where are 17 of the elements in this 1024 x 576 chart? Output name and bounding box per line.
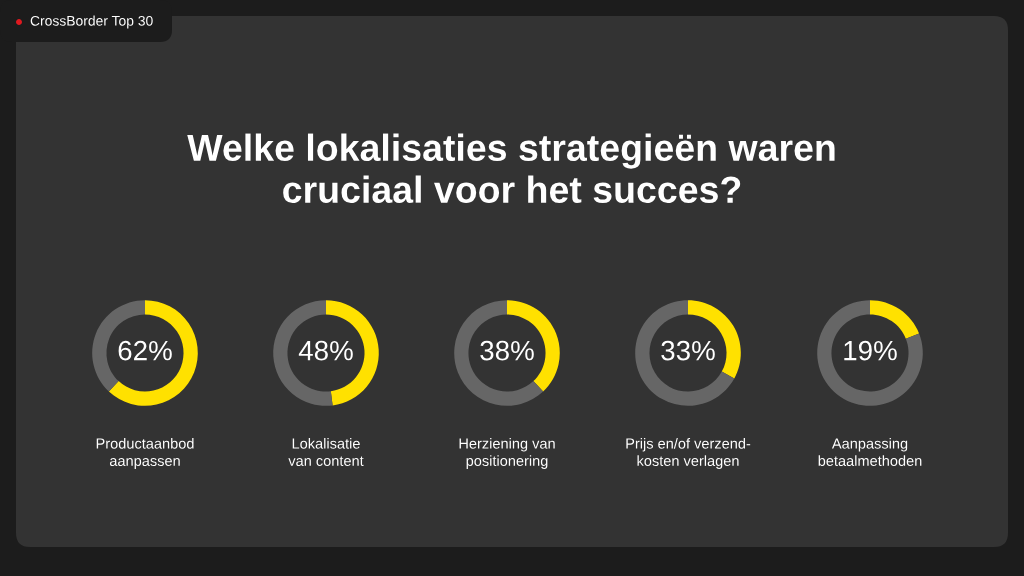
data-label: 19% <box>844 340 897 361</box>
text: Welke lokalisaties strategieën waren cruciaal voor het succes? <box>187 133 835 204</box>
text: Herziening van positionering <box>459 438 555 469</box>
data-label: 62% <box>118 340 172 361</box>
donut-slice <box>635 300 735 406</box>
text: Aanpassing betaalmethoden <box>818 438 922 467</box>
text: Prijs en/of verzend- kosten verlagen <box>626 438 751 469</box>
text: Lokalisatie van content <box>288 438 364 467</box>
donut-slice <box>870 300 920 339</box>
data-label: 38% <box>480 340 534 361</box>
data-label: 33% <box>661 340 715 361</box>
donut-slice <box>817 300 923 406</box>
text: CrossBorder Top 30 <box>30 15 153 29</box>
text: Productaanbod aanpassen <box>96 438 194 469</box>
data-label: 48% <box>298 340 353 361</box>
donut-slice <box>108 300 198 406</box>
donut-slice <box>454 300 544 406</box>
